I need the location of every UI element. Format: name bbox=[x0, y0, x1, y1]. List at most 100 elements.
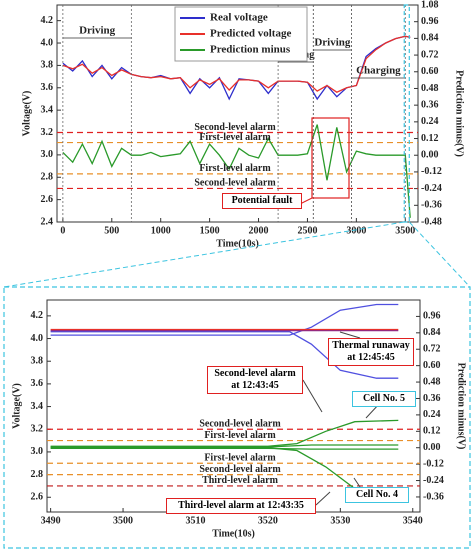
x-tick-label: 500 bbox=[104, 225, 119, 236]
y-tick-label: 3.6 bbox=[31, 378, 44, 389]
y-axis-label: Voltage(V) bbox=[21, 91, 32, 137]
span-label: Driving bbox=[314, 37, 351, 49]
series-line bbox=[50, 331, 399, 379]
y-tick-label: 3.6 bbox=[41, 82, 54, 93]
x-tick-label: 3510 bbox=[185, 515, 205, 526]
zoom-frame bbox=[3, 286, 471, 549]
span-label: Driving bbox=[79, 25, 116, 37]
zoom-box bbox=[403, 4, 410, 223]
y-tick-label: 2.6 bbox=[41, 194, 54, 205]
series-line bbox=[62, 124, 411, 218]
x-axis-label: Time(10s) bbox=[216, 238, 259, 249]
x-tick-label: 3500 bbox=[113, 515, 133, 526]
y-axis-label: Voltage(V) bbox=[11, 383, 22, 429]
annotation: Cell No. 5 bbox=[352, 391, 416, 407]
annotation: Thermal runaway at 12:45:45 bbox=[328, 338, 414, 366]
alarm-label: Third-level alarm bbox=[202, 475, 278, 486]
y-tick-label: 2.6 bbox=[31, 492, 44, 503]
x-tick-label: 3000 bbox=[346, 225, 366, 236]
annotation: Cell No. 4 bbox=[345, 487, 409, 503]
zoom-connector bbox=[408, 221, 471, 288]
y2-tick-label: -0.48 bbox=[421, 216, 442, 227]
pointer bbox=[302, 379, 323, 413]
fault-pointer bbox=[299, 197, 313, 205]
alarm-label: Second-level alarm bbox=[199, 464, 281, 475]
alarm-label: First-level alarm bbox=[204, 453, 276, 464]
y-tick-label: 3.4 bbox=[41, 104, 54, 115]
y2-tick-label: 0.24 bbox=[421, 116, 439, 127]
plot-frame bbox=[56, 4, 419, 223]
y2-axis-label: Prediction minus(V) bbox=[454, 70, 465, 157]
x-tick-label: 2000 bbox=[249, 225, 269, 236]
pointer bbox=[315, 491, 331, 506]
y-tick-label: 3.0 bbox=[41, 149, 54, 160]
y2-tick-label: -0.12 bbox=[423, 458, 444, 469]
x-tick-label: 1500 bbox=[200, 225, 220, 236]
y-tick-label: 3.0 bbox=[31, 446, 44, 457]
y-tick-label: 3.2 bbox=[31, 424, 44, 435]
y2-tick-label: 0.84 bbox=[423, 327, 441, 338]
y-tick-label: 4.2 bbox=[41, 15, 54, 26]
y2-tick-label: 0.48 bbox=[423, 376, 441, 387]
x-tick-label: 1000 bbox=[151, 225, 171, 236]
y2-tick-label: 0.60 bbox=[423, 360, 441, 371]
alarm-label: First-level alarm bbox=[199, 163, 271, 174]
x-axis-label: Time(10s) bbox=[212, 528, 255, 539]
y2-tick-label: -0.24 bbox=[421, 183, 442, 194]
x-tick-label: 0 bbox=[60, 225, 65, 236]
y2-tick-label: 0.72 bbox=[421, 49, 439, 60]
y2-tick-label: 0.84 bbox=[421, 33, 439, 44]
y2-tick-label: 1.08 bbox=[421, 0, 439, 10]
x-tick-label: 3520 bbox=[258, 515, 278, 526]
y2-axis-label: Prediction minus(V) bbox=[456, 363, 467, 450]
y2-tick-label: 0.00 bbox=[421, 150, 439, 161]
series-line bbox=[50, 444, 399, 448]
annotation: Third-level alarm at 12:43:35 bbox=[166, 498, 316, 514]
y-tick-label: 3.2 bbox=[41, 127, 54, 138]
y-tick-label: 3.8 bbox=[41, 60, 54, 71]
y2-tick-label: -0.36 bbox=[423, 491, 444, 502]
y2-tick-label: -0.12 bbox=[421, 166, 442, 177]
y-tick-label: 2.4 bbox=[41, 216, 54, 227]
pointer bbox=[339, 331, 361, 339]
y2-tick-label: 0.24 bbox=[423, 409, 441, 420]
legend-label: Real voltage bbox=[210, 12, 268, 24]
y-tick-label: 4.0 bbox=[41, 37, 54, 48]
pointer bbox=[353, 477, 361, 488]
annotation: Second-level alarm at 12:43:45 bbox=[207, 366, 303, 394]
alarm-label: First-level alarm bbox=[199, 132, 271, 143]
alarm-label: Second-level alarm bbox=[194, 178, 276, 189]
y2-tick-label: 0.96 bbox=[423, 311, 441, 322]
series-line bbox=[50, 447, 399, 450]
y2-tick-label: 0.36 bbox=[421, 99, 439, 110]
x-tick-label: 3500 bbox=[395, 225, 415, 236]
series-line bbox=[50, 303, 399, 336]
series-line bbox=[62, 35, 411, 93]
y-tick-label: 2.8 bbox=[41, 172, 54, 183]
span-label: Charging bbox=[356, 65, 401, 77]
y2-tick-label: 0.48 bbox=[421, 83, 439, 94]
fault-box bbox=[311, 117, 350, 199]
alarm-label: Second-level alarm bbox=[199, 419, 281, 430]
annotation: Potential fault bbox=[222, 193, 302, 209]
y2-tick-label: 0.12 bbox=[423, 426, 441, 437]
y2-tick-label: 0.72 bbox=[423, 344, 441, 355]
y2-tick-label: -0.36 bbox=[421, 200, 442, 211]
y2-tick-label: 0.96 bbox=[421, 16, 439, 27]
y2-tick-label: 0.12 bbox=[421, 133, 439, 144]
alarm-label: First-level alarm bbox=[204, 430, 276, 441]
y2-tick-label: 0.00 bbox=[423, 442, 441, 453]
y2-tick-label: 0.60 bbox=[421, 66, 439, 77]
y-tick-label: 4.0 bbox=[31, 333, 44, 344]
y-tick-label: 4.2 bbox=[31, 310, 44, 321]
x-tick-label: 3540 bbox=[403, 515, 423, 526]
legend-label: Prediction minus bbox=[210, 44, 291, 56]
x-tick-label: 3530 bbox=[330, 515, 350, 526]
y-tick-label: 3.4 bbox=[31, 401, 44, 412]
x-tick-label: 2500 bbox=[297, 225, 317, 236]
x-tick-label: 3490 bbox=[41, 515, 61, 526]
y-tick-label: 2.8 bbox=[31, 469, 44, 480]
y2-tick-label: -0.24 bbox=[423, 475, 444, 486]
